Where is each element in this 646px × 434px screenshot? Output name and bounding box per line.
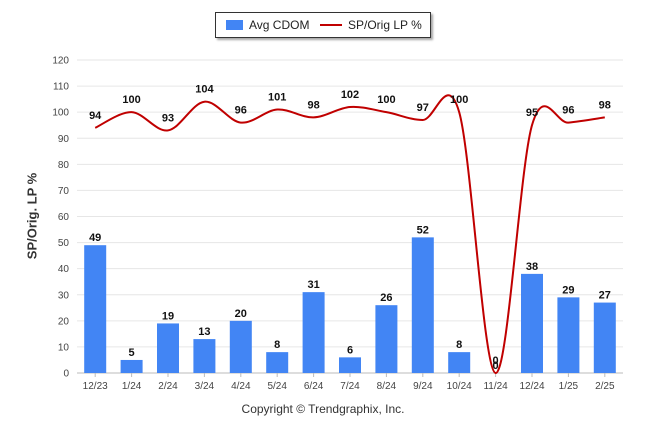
bar	[266, 352, 289, 373]
bar	[593, 302, 616, 373]
bar-data-label: 8	[274, 339, 280, 351]
line-data-label: 0	[493, 355, 499, 367]
x-tick-label: 10/24	[447, 381, 472, 392]
x-tick-label: 1/24	[122, 381, 142, 392]
y-tick-label: 60	[58, 212, 70, 223]
legend-swatch-bar	[226, 20, 243, 30]
bar-data-label: 27	[599, 290, 611, 302]
x-tick-label: 8/24	[377, 381, 397, 392]
bar-data-label: 5	[129, 347, 135, 359]
line-data-label: 94	[89, 110, 102, 122]
y-tick-label: 70	[58, 186, 70, 197]
x-tick-label: 5/24	[267, 381, 287, 392]
bar-data-label: 0	[493, 360, 499, 372]
bar-data-label: 26	[380, 292, 392, 304]
bar	[84, 245, 107, 373]
x-tick-label: 2/24	[158, 381, 178, 392]
line-data-label: 100	[122, 94, 140, 106]
bar	[521, 273, 543, 373]
copyright-text: Copyright © Trendgraphix, Inc.	[241, 402, 405, 416]
bar-data-label: 52	[417, 224, 429, 236]
bar	[375, 305, 398, 373]
y-tick-label: 90	[58, 134, 70, 145]
bar	[193, 339, 216, 373]
x-tick-label: 2/25	[595, 381, 615, 392]
y-tick-label: 10	[58, 342, 70, 353]
bar-data-label: 6	[347, 344, 353, 356]
y-tick-label: 30	[58, 290, 70, 301]
line-data-label: 96	[562, 105, 574, 117]
y-tick-label: 80	[58, 160, 70, 171]
line-data-label: 101	[268, 92, 286, 104]
line-data-label: 97	[417, 102, 429, 114]
legend-swatch-line	[320, 24, 342, 26]
bar-data-label: 8	[456, 339, 462, 351]
y-tick-label: 0	[63, 369, 69, 380]
y-tick-label: 110	[53, 82, 69, 93]
line-data-label: 98	[307, 99, 319, 111]
bar-data-label: 13	[198, 326, 210, 338]
bar-data-label: 20	[235, 308, 247, 320]
line-data-label: 95	[526, 107, 538, 119]
bar-data-label: 19	[162, 310, 174, 322]
y-tick-label: 120	[52, 56, 69, 67]
line-data-label: 100	[377, 94, 395, 106]
bar	[120, 359, 143, 373]
line-data-label: 96	[235, 105, 247, 117]
bar	[302, 292, 325, 373]
bar-data-label: 31	[307, 279, 319, 291]
x-tick-label: 4/24	[231, 381, 251, 392]
x-tick-label: 9/24	[413, 381, 433, 392]
bar	[229, 320, 252, 373]
legend-item-avg-cdom: Avg CDOM	[226, 13, 309, 37]
bar-data-label: 38	[526, 261, 538, 273]
y-tick-label: 100	[52, 108, 69, 119]
bar	[448, 352, 471, 373]
line-data-label: 104	[195, 84, 214, 96]
y-tick-label: 20	[58, 316, 70, 327]
line-data-label: 102	[341, 89, 359, 101]
x-tick-label: 3/24	[195, 381, 215, 392]
bar	[557, 297, 580, 373]
bar	[339, 357, 361, 373]
bar	[411, 237, 434, 373]
bar-data-label: 49	[89, 232, 101, 244]
bar	[157, 323, 179, 373]
legend-label-sp-orig: SP/Orig LP %	[348, 18, 422, 32]
x-tick-label: 11/24	[483, 381, 508, 392]
y-tick-label: 40	[58, 264, 70, 275]
bar-data-label: 29	[562, 284, 574, 296]
x-tick-label: 1/25	[559, 381, 579, 392]
y-tick-label: 50	[58, 238, 70, 249]
x-tick-label: 12/24	[519, 381, 544, 392]
legend-item-sp-orig: SP/Orig LP %	[320, 13, 422, 37]
series-line-sp-orig	[94, 94, 605, 375]
line-data-label: 98	[599, 99, 611, 111]
x-tick-label: 7/24	[340, 381, 360, 392]
line-data-label: 100	[450, 94, 468, 106]
x-tick-label: 6/24	[304, 381, 324, 392]
legend-label-avg-cdom: Avg CDOM	[249, 18, 310, 32]
legend: Avg CDOM SP/Orig LP %	[215, 12, 431, 38]
line-data-label: 93	[162, 112, 174, 124]
x-tick-label: 12/23	[83, 381, 108, 392]
